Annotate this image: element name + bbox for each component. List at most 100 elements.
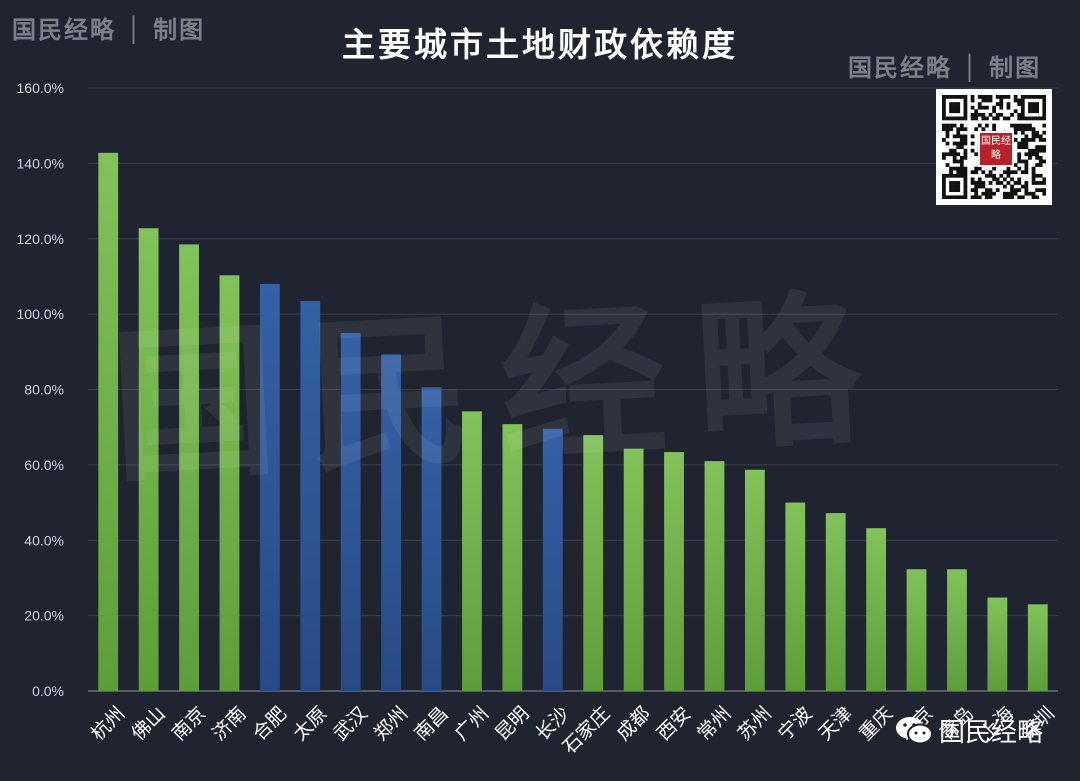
wechat-icon: [896, 716, 933, 744]
qr-module: [1013, 170, 1018, 175]
qr-module: [942, 152, 946, 157]
qr-module: [949, 102, 953, 106]
qr-module: [949, 152, 953, 157]
wechat-badge: 国民经略: [895, 712, 1043, 749]
qr-module: [1035, 173, 1040, 178]
bar-15: [704, 461, 725, 691]
qr-module: [942, 112, 946, 117]
qr-module: [985, 105, 989, 110]
qr-module: [1028, 95, 1032, 99]
qr-module: [1042, 98, 1046, 103]
qr-module: [945, 134, 950, 139]
wechat-label: 国民经略: [939, 718, 1044, 748]
qr-module: [942, 138, 946, 142]
qr-module: [999, 105, 1004, 110]
qr-module: [981, 191, 986, 196]
x-tick-label: 太原: [289, 703, 331, 745]
qr-module: [959, 173, 964, 178]
qr-module: [1038, 181, 1043, 185]
qr-module: [1035, 195, 1040, 199]
qr-module: [963, 116, 968, 121]
qr-module: [970, 188, 975, 193]
qr-module: [1035, 152, 1040, 157]
qr-module: [1028, 123, 1032, 128]
qr-module: [1042, 95, 1046, 99]
qr-module: [963, 95, 968, 99]
qr-module: [945, 95, 950, 99]
qr-module: [952, 152, 957, 157]
qr-module: [942, 127, 946, 132]
qr-module: [942, 105, 946, 110]
chart-title: 主要城市土地财政依赖度: [342, 25, 738, 64]
bar-1: [138, 228, 159, 691]
qr-module: [949, 173, 953, 178]
qr-module: [1038, 116, 1043, 121]
qr-module: [1028, 127, 1032, 132]
qr-module: [999, 173, 1004, 178]
qr-module: [949, 181, 953, 185]
qr-module: [1031, 148, 1036, 153]
qr-module: [1024, 141, 1029, 146]
y-tick-label: 40.0%: [24, 532, 64, 548]
qr-module: [1010, 184, 1014, 189]
qr-module: [949, 123, 953, 128]
qr-module: [1028, 109, 1032, 114]
bar-3: [219, 275, 240, 691]
qr-module: [952, 195, 957, 199]
qr-module: [1006, 166, 1011, 171]
qr-module: [1020, 195, 1025, 199]
bar-17: [785, 502, 806, 691]
qr-module: [1042, 148, 1046, 153]
qr-module: [963, 105, 968, 110]
qr-module: [952, 155, 957, 160]
qr-module: [1010, 170, 1014, 175]
qr-module: [1013, 98, 1018, 103]
qr-module: [963, 155, 968, 160]
qr-module: [1042, 188, 1046, 193]
qr-module: [1017, 102, 1022, 106]
qr-module: [1042, 181, 1046, 185]
qr-module: [974, 109, 979, 114]
qr-module: [945, 195, 950, 199]
qr-module: [988, 195, 993, 199]
qr-module: [1035, 105, 1040, 110]
qr-module: [988, 112, 993, 117]
qr-module: [1024, 145, 1029, 149]
qr-module: [977, 112, 982, 117]
qr-module: [970, 170, 975, 175]
qr-module: [1038, 155, 1043, 160]
qr-module: [992, 166, 996, 171]
qr-module: [1006, 170, 1011, 175]
qr-module: [1020, 159, 1025, 164]
qr-module: [963, 173, 968, 178]
qr-module: [1013, 191, 1018, 196]
qr-module: [1035, 188, 1040, 193]
qr-module: [1020, 130, 1025, 135]
qr-module: [1028, 105, 1032, 110]
qr-module: [1020, 112, 1025, 117]
qr-module: [963, 102, 968, 106]
qr-module: [963, 152, 968, 157]
qr-module: [1031, 170, 1036, 175]
qr-module: [949, 109, 953, 114]
qr-module: [1035, 181, 1040, 185]
qr-module: [963, 112, 968, 117]
qr-module: [959, 170, 964, 175]
qr-module: [963, 134, 968, 139]
qr-module: [1017, 116, 1022, 121]
qr-module: [1017, 98, 1022, 103]
qr-module: [956, 184, 961, 189]
qr-module: [970, 98, 975, 103]
qr-module: [956, 127, 961, 132]
qr-module: [959, 141, 964, 146]
qr-module: [974, 188, 979, 193]
qr-module: [1017, 141, 1022, 146]
qr-module: [952, 159, 957, 164]
qr-module: [999, 181, 1004, 185]
qr-module: [985, 98, 989, 103]
qr-module: [995, 188, 1000, 193]
qr-module: [1038, 134, 1043, 139]
qr-module: [974, 166, 979, 171]
qr-module: [1010, 188, 1014, 193]
qr-module: [1028, 191, 1032, 196]
